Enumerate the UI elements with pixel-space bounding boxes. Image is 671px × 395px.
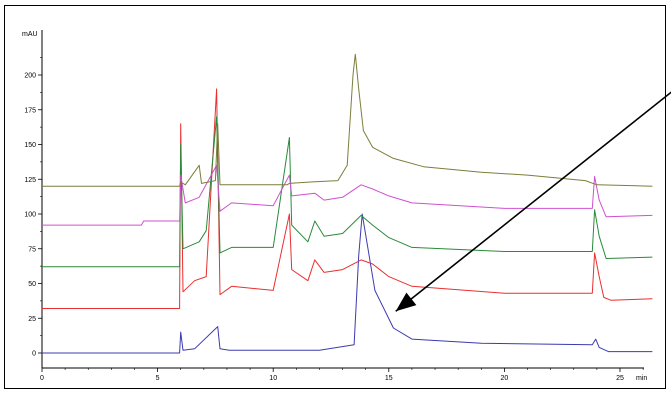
y-axis-unit: mAU [22, 31, 38, 38]
annotation-arrow-head [395, 292, 417, 312]
y-tick-label: 0 [32, 351, 36, 358]
y-tick-label: 50 [28, 281, 36, 288]
chromatogram-trace-2 [42, 88, 653, 309]
x-tick-label: 0 [40, 375, 44, 382]
chromatogram-trace-3 [42, 116, 653, 268]
x-tick-label: 5 [156, 375, 160, 382]
x-tick-label: 15 [385, 375, 393, 382]
y-tick-label: 100 [24, 212, 36, 219]
chromatogram-trace-1 [42, 213, 653, 354]
annotation-arrow-shaft [395, 91, 671, 312]
y-tick-label: 25 [28, 316, 36, 323]
y-tick-label: 200 [24, 73, 36, 80]
x-tick-label: 25 [616, 375, 624, 382]
y-tick-label: 150 [24, 142, 36, 149]
x-tick-label: 20 [501, 375, 509, 382]
chart-frame [4, 5, 666, 389]
chromatogram-trace-5 [42, 53, 653, 187]
chromatogram-trace-4 [42, 164, 653, 226]
y-tick-label: 175 [24, 107, 36, 114]
y-tick-label: 75 [28, 246, 36, 253]
x-axis-unit: min [636, 375, 647, 382]
x-tick-label: 10 [269, 375, 277, 382]
y-tick-label: 125 [24, 177, 36, 184]
